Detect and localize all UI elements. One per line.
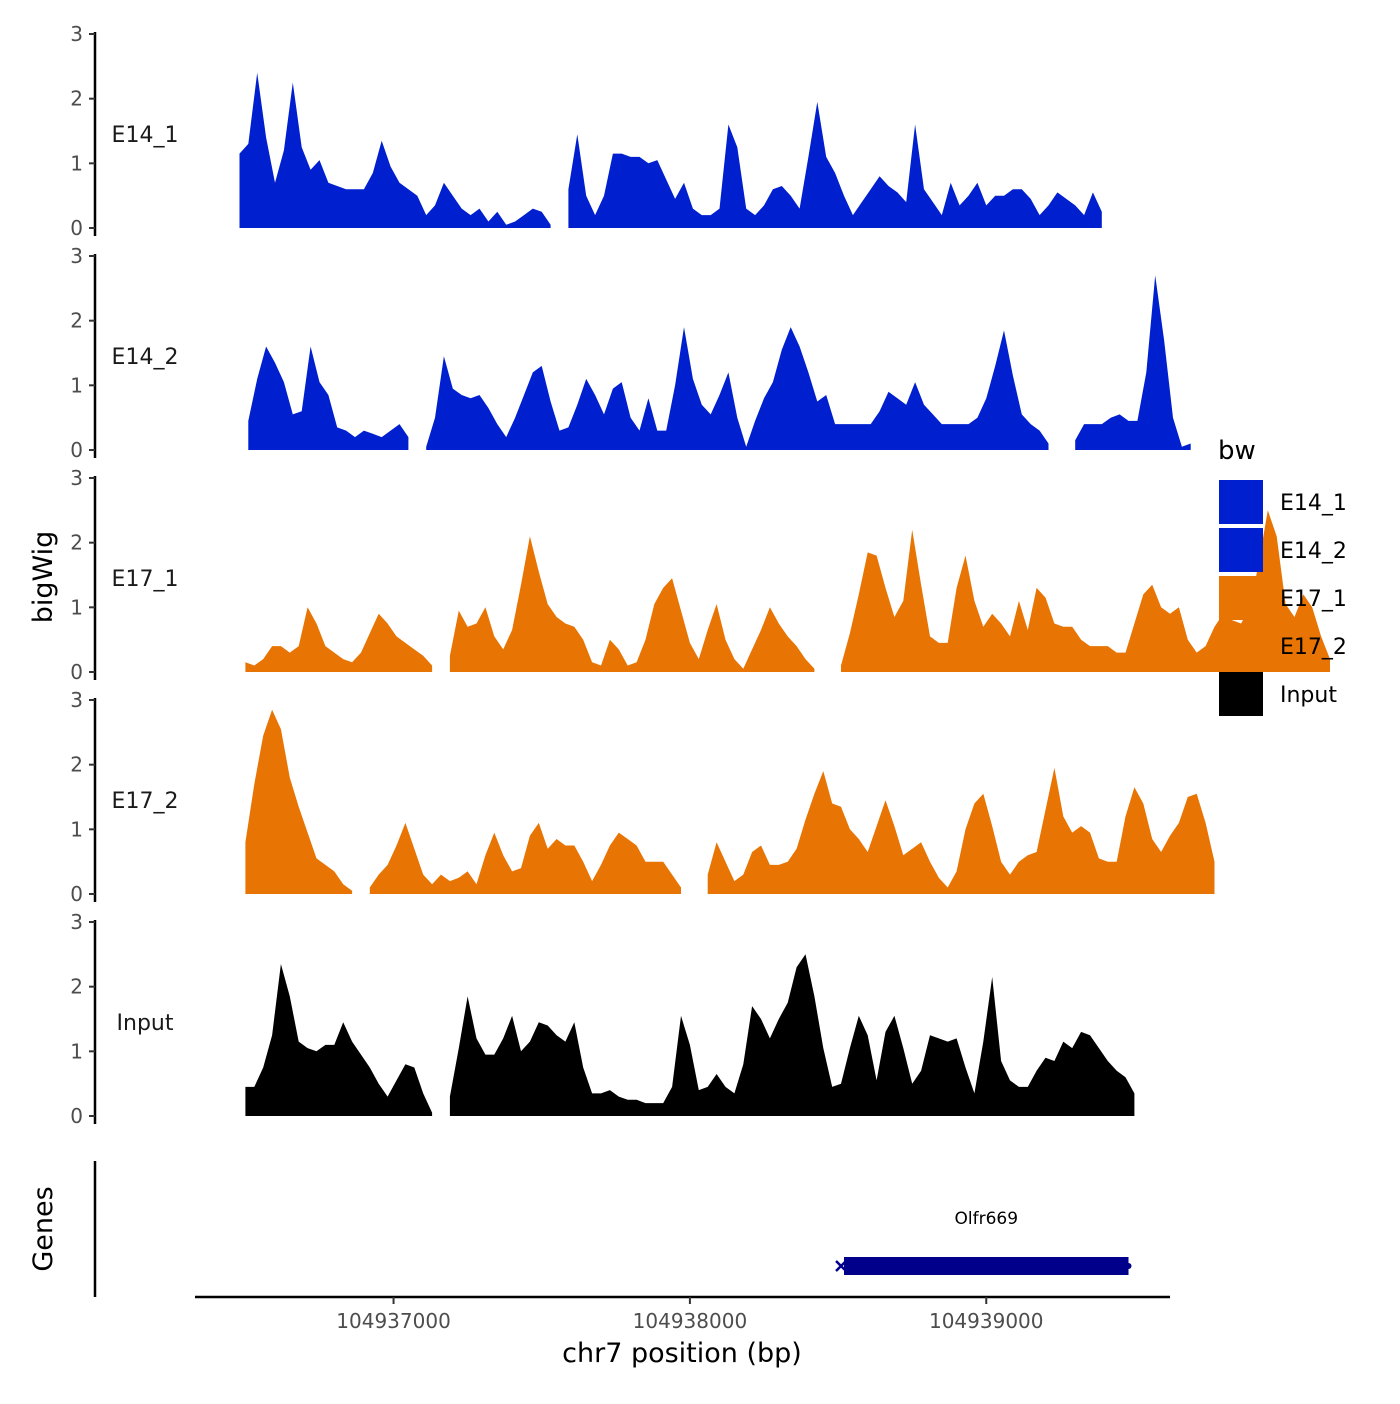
signal-area (239, 72, 551, 228)
legend-label: E14_1 (1280, 491, 1347, 516)
genes-panel: Olfr669 (93, 1161, 1132, 1297)
legend-swatch (1219, 528, 1263, 572)
track-e17-1: 0 1 2 3 E17_1 (70, 466, 1330, 684)
y-tick-label: 1 (70, 373, 83, 397)
y-tick-label: 1 (70, 817, 83, 841)
track-label: Input (117, 1011, 174, 1036)
gene-label: Olfr669 (954, 1209, 1018, 1229)
signal-area (369, 822, 681, 894)
y-tick-label: 1 (70, 595, 83, 619)
legend-item: E17_2 (1219, 624, 1347, 668)
track-label: E17_2 (112, 789, 179, 814)
track-input: 0 1 2 3 Input (70, 910, 1135, 1128)
y-tick-label: 2 (70, 87, 83, 111)
x-tick-label: 104937000 (336, 1309, 451, 1333)
gene-olfr669: Olfr669 (835, 1209, 1132, 1275)
y-tick-label: 1 (70, 1039, 83, 1063)
signal-area (841, 510, 1330, 672)
y-tick-label: 2 (70, 753, 83, 777)
y-tick-label: 0 (70, 1104, 83, 1128)
track-label: E14_1 (112, 123, 179, 148)
y-tick-label: 3 (70, 22, 83, 46)
y-tick-label: 3 (70, 466, 83, 490)
y-tick-label: 2 (70, 531, 83, 555)
legend-item: Input (1219, 672, 1337, 716)
track-e14-2: 0 1 2 3 E14_2 (70, 244, 1191, 462)
y-tick-label: 2 (70, 975, 83, 999)
legend-item: E14_1 (1219, 480, 1347, 524)
legend-label: E14_2 (1280, 539, 1347, 564)
bigwig-tracks: 0 1 2 3 E14_1 0 1 2 3 E14_2 0 1 2 3 E17_1 0 1 2 3 E17_2 0 1 2 3… (70, 22, 1330, 1128)
legend-label: Input (1280, 683, 1337, 708)
x-tick-label: 104938000 (633, 1309, 748, 1333)
signal-area (707, 767, 1215, 894)
signal-area (449, 954, 1135, 1116)
track-label: E14_2 (112, 345, 179, 370)
legend-swatch (1219, 576, 1263, 620)
legend-title: bw (1218, 436, 1256, 466)
strand-arrow-icon (835, 1260, 847, 1272)
legend: bw E14_1 E14_2 E17_1 E17_2 Input (1218, 436, 1347, 716)
x-axis: 104937000 104938000 104939000 (195, 1295, 1170, 1333)
gene-body (844, 1257, 1129, 1275)
genes-axis-title: Genes (28, 1186, 59, 1271)
signal-area (245, 964, 433, 1116)
signal-area (248, 346, 409, 450)
track-e17-2: 0 1 2 3 E17_2 (70, 688, 1215, 906)
y-tick-label: 3 (70, 688, 83, 712)
signal-area (1075, 275, 1191, 450)
y-tick-label: 2 (70, 309, 83, 333)
y-tick-label: 3 (70, 910, 83, 934)
signal-area (449, 536, 815, 672)
y-tick-label: 0 (70, 882, 83, 906)
gene-end-marker (1125, 1263, 1132, 1269)
legend-swatch (1219, 672, 1263, 716)
x-axis-title: chr7 position (bp) (562, 1338, 802, 1369)
track-e14-1: 0 1 2 3 E14_1 (70, 22, 1102, 240)
y-tick-label: 0 (70, 660, 83, 684)
track-label: E17_1 (112, 567, 179, 592)
legend-label: E17_1 (1280, 587, 1347, 612)
legend-swatch (1219, 480, 1263, 524)
signal-area (245, 709, 353, 894)
y-tick-label: 3 (70, 244, 83, 268)
y-tick-label: 1 (70, 151, 83, 175)
signal-area (426, 327, 1049, 450)
legend-item: E14_2 (1219, 528, 1347, 572)
y-tick-label: 0 (70, 216, 83, 240)
legend-label: E17_2 (1280, 635, 1347, 660)
signal-area (245, 607, 433, 672)
y-axis-title: bigWig (28, 531, 59, 624)
legend-item: E17_1 (1219, 576, 1347, 620)
y-tick-label: 0 (70, 438, 83, 462)
x-tick-label: 104939000 (929, 1309, 1044, 1333)
legend-swatch (1219, 624, 1263, 668)
signal-area (568, 101, 1102, 228)
